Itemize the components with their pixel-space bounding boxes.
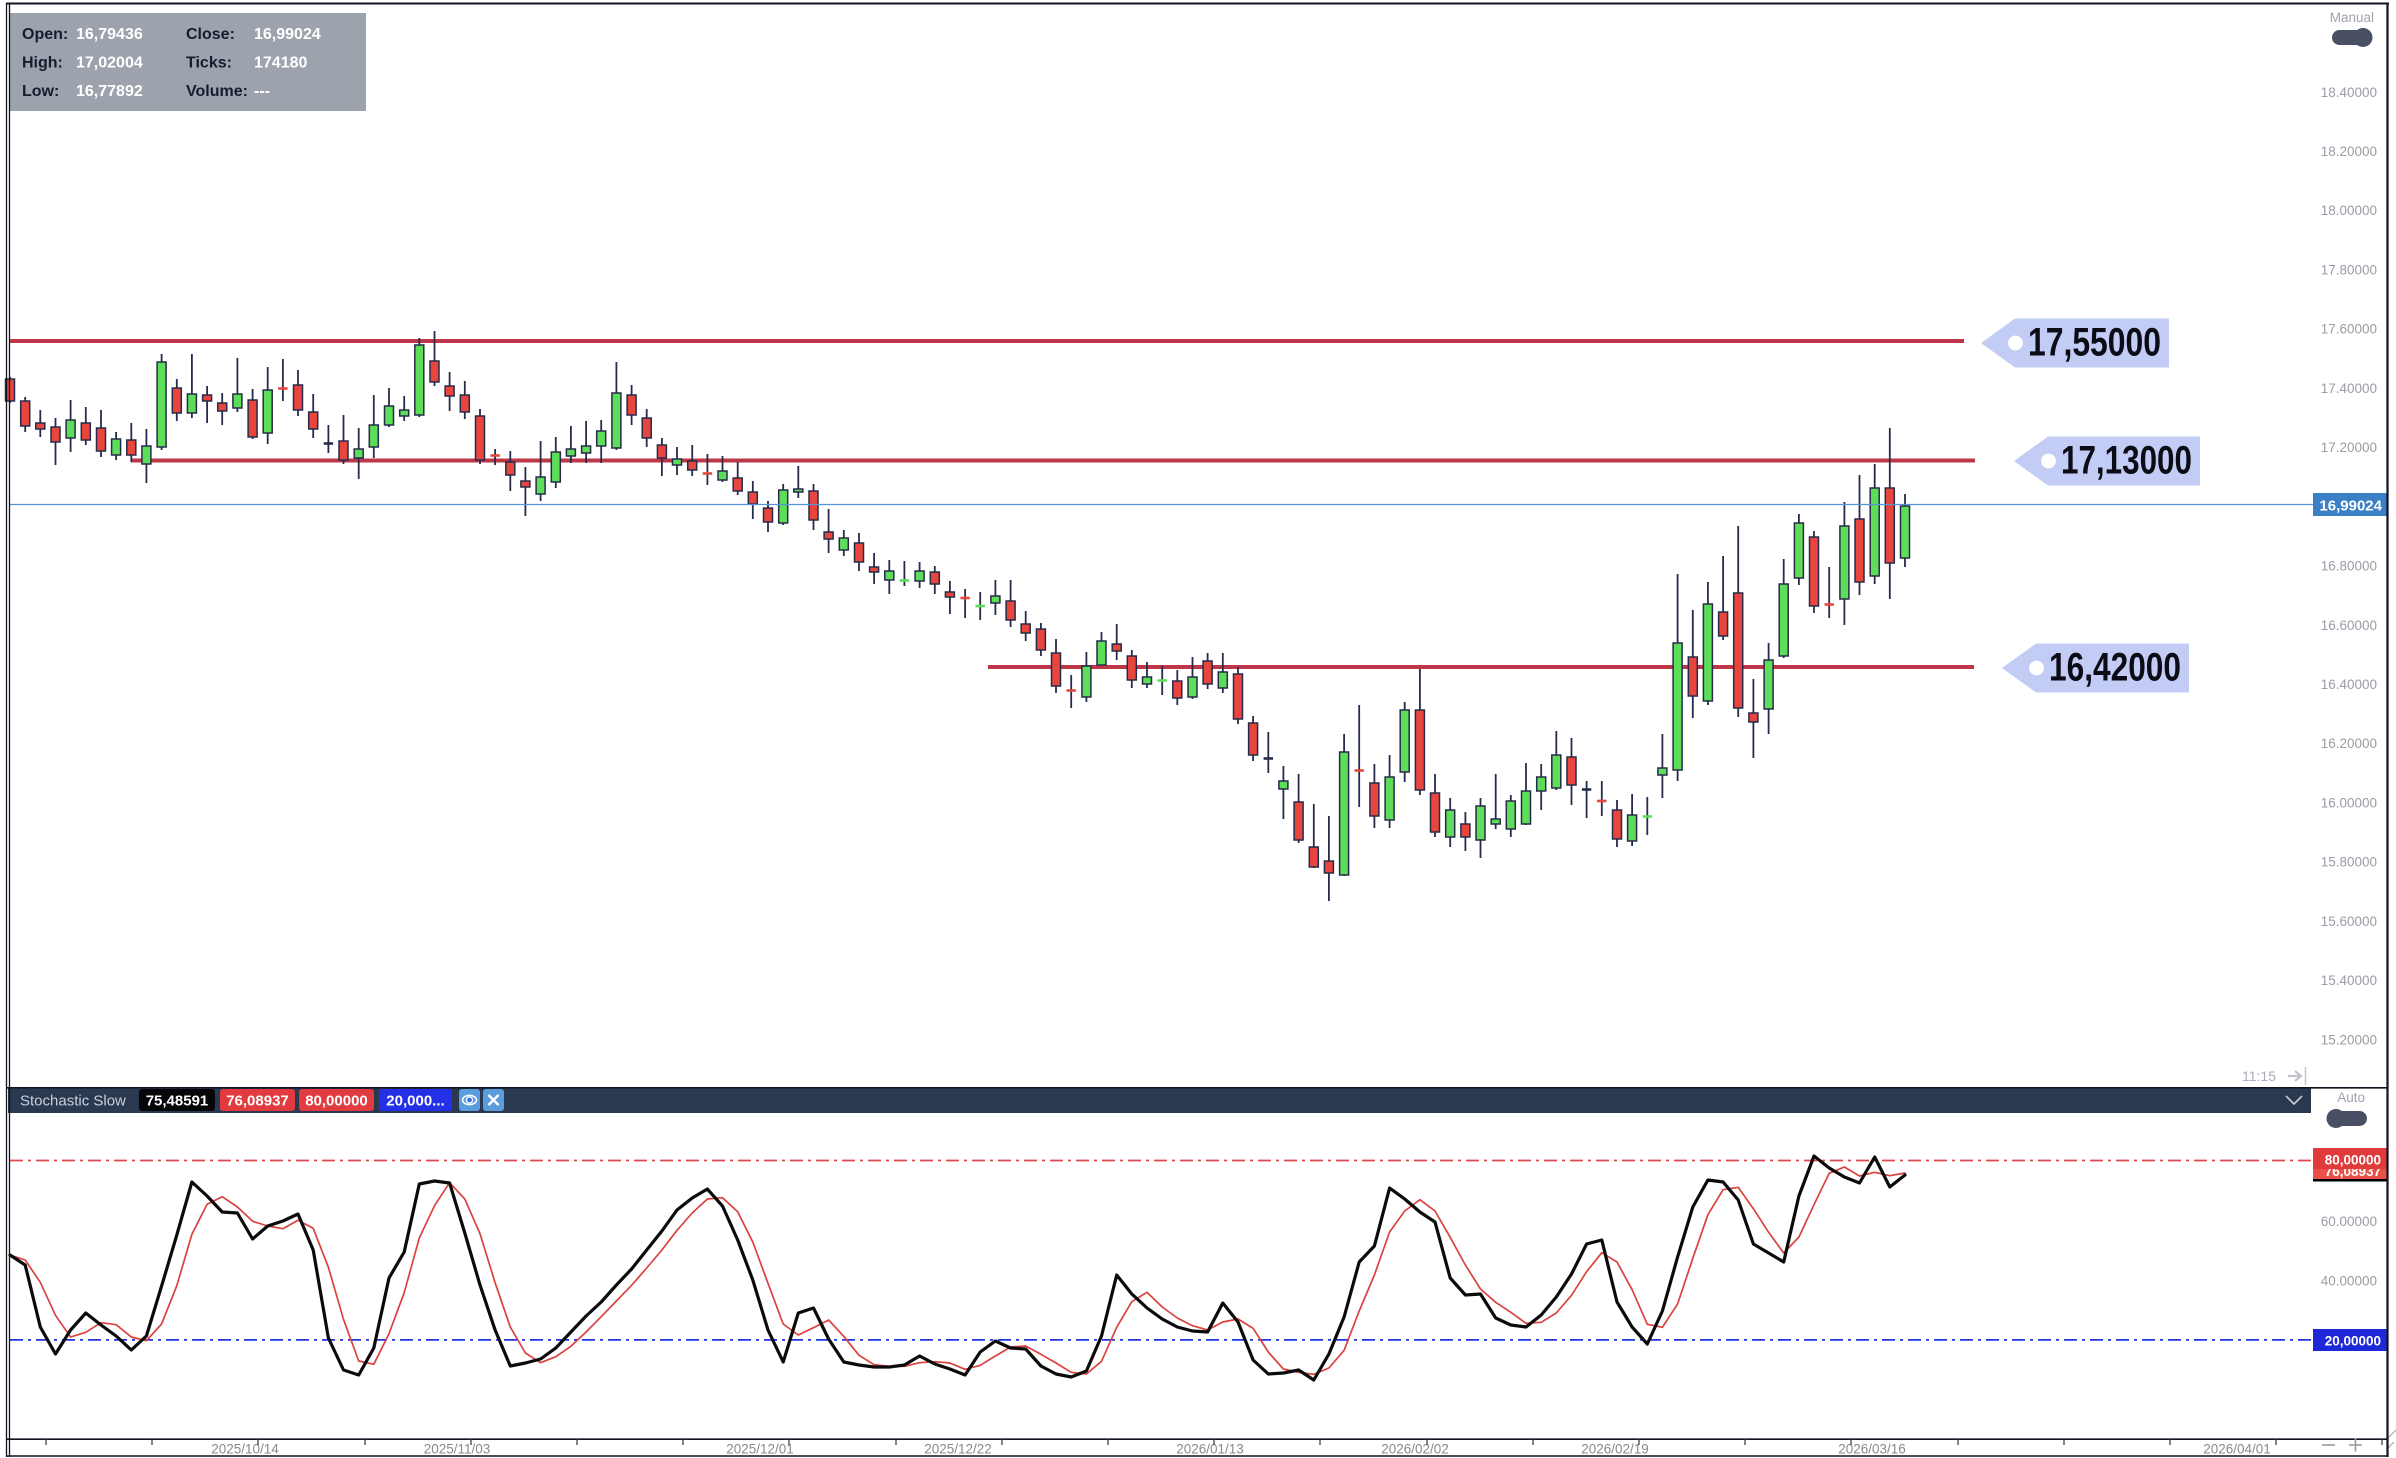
svg-text:Low:: Low: [22, 83, 59, 100]
svg-text:Open:: Open: [22, 26, 68, 43]
svg-text:2025/12/01: 2025/12/01 [726, 1442, 794, 1457]
svg-text:2025/10/14: 2025/10/14 [211, 1442, 279, 1457]
svg-text:60.00000: 60.00000 [2321, 1214, 2377, 1229]
svg-text:20,000...: 20,000... [386, 1093, 444, 1110]
svg-text:17.20000: 17.20000 [2321, 440, 2377, 455]
svg-text:15.80000: 15.80000 [2321, 855, 2377, 870]
svg-text:Stochastic Slow: Stochastic Slow [20, 1093, 126, 1110]
svg-text:17,55000: 17,55000 [2028, 321, 2161, 365]
svg-text:Volume:: Volume: [186, 83, 248, 100]
svg-text:40.00000: 40.00000 [2321, 1274, 2377, 1289]
svg-text:2026/04/01: 2026/04/01 [2203, 1442, 2271, 1457]
svg-text:17.60000: 17.60000 [2321, 322, 2377, 337]
svg-text:16.40000: 16.40000 [2321, 677, 2377, 692]
svg-text:17,02004: 17,02004 [76, 55, 143, 72]
svg-text:17,13000: 17,13000 [2061, 439, 2192, 483]
svg-text:16.00000: 16.00000 [2321, 796, 2377, 811]
svg-text:Auto: Auto [2337, 1090, 2365, 1105]
svg-text:2026/02/19: 2026/02/19 [1581, 1442, 1649, 1457]
svg-text:17.40000: 17.40000 [2321, 381, 2377, 396]
svg-text:18.20000: 18.20000 [2321, 144, 2377, 159]
svg-text:16,99024: 16,99024 [2319, 498, 2382, 515]
svg-text:2025/11/03: 2025/11/03 [424, 1442, 491, 1457]
svg-text:20,00000: 20,00000 [2325, 1334, 2381, 1349]
svg-text:16.60000: 16.60000 [2321, 618, 2377, 633]
svg-text:16.20000: 16.20000 [2321, 736, 2377, 751]
svg-text:2026/02/02: 2026/02/02 [1381, 1442, 1449, 1457]
svg-text:76,08937: 76,08937 [226, 1093, 289, 1110]
svg-text:---: --- [254, 83, 270, 100]
svg-text:18.00000: 18.00000 [2321, 203, 2377, 218]
svg-text:80,00000: 80,00000 [305, 1093, 368, 1110]
svg-text:174180: 174180 [254, 55, 307, 72]
svg-text:16,42000: 16,42000 [2049, 646, 2181, 690]
svg-text:2026/01/13: 2026/01/13 [1176, 1442, 1244, 1457]
svg-text:16,77892: 16,77892 [76, 83, 143, 100]
svg-text:16,99024: 16,99024 [254, 26, 321, 43]
svg-text:17.80000: 17.80000 [2321, 262, 2377, 277]
svg-text:15.60000: 15.60000 [2321, 914, 2377, 929]
svg-text:80,00000: 80,00000 [2325, 1153, 2381, 1168]
svg-text:15.40000: 15.40000 [2321, 973, 2377, 988]
svg-text:11:15: 11:15 [2242, 1068, 2276, 1084]
svg-text:18.40000: 18.40000 [2321, 85, 2377, 100]
svg-text:2026/03/16: 2026/03/16 [1838, 1442, 1906, 1457]
svg-text:16,79436: 16,79436 [76, 26, 143, 43]
svg-text:High:: High: [22, 55, 63, 72]
svg-text:75,48591: 75,48591 [146, 1093, 209, 1110]
svg-text:2025/12/22: 2025/12/22 [924, 1442, 992, 1457]
svg-text:Manual: Manual [2330, 10, 2374, 25]
svg-text:Ticks:: Ticks: [186, 55, 232, 72]
svg-text:Close:: Close: [186, 26, 235, 43]
svg-text:15.20000: 15.20000 [2321, 1032, 2377, 1047]
svg-text:16.80000: 16.80000 [2321, 559, 2377, 574]
